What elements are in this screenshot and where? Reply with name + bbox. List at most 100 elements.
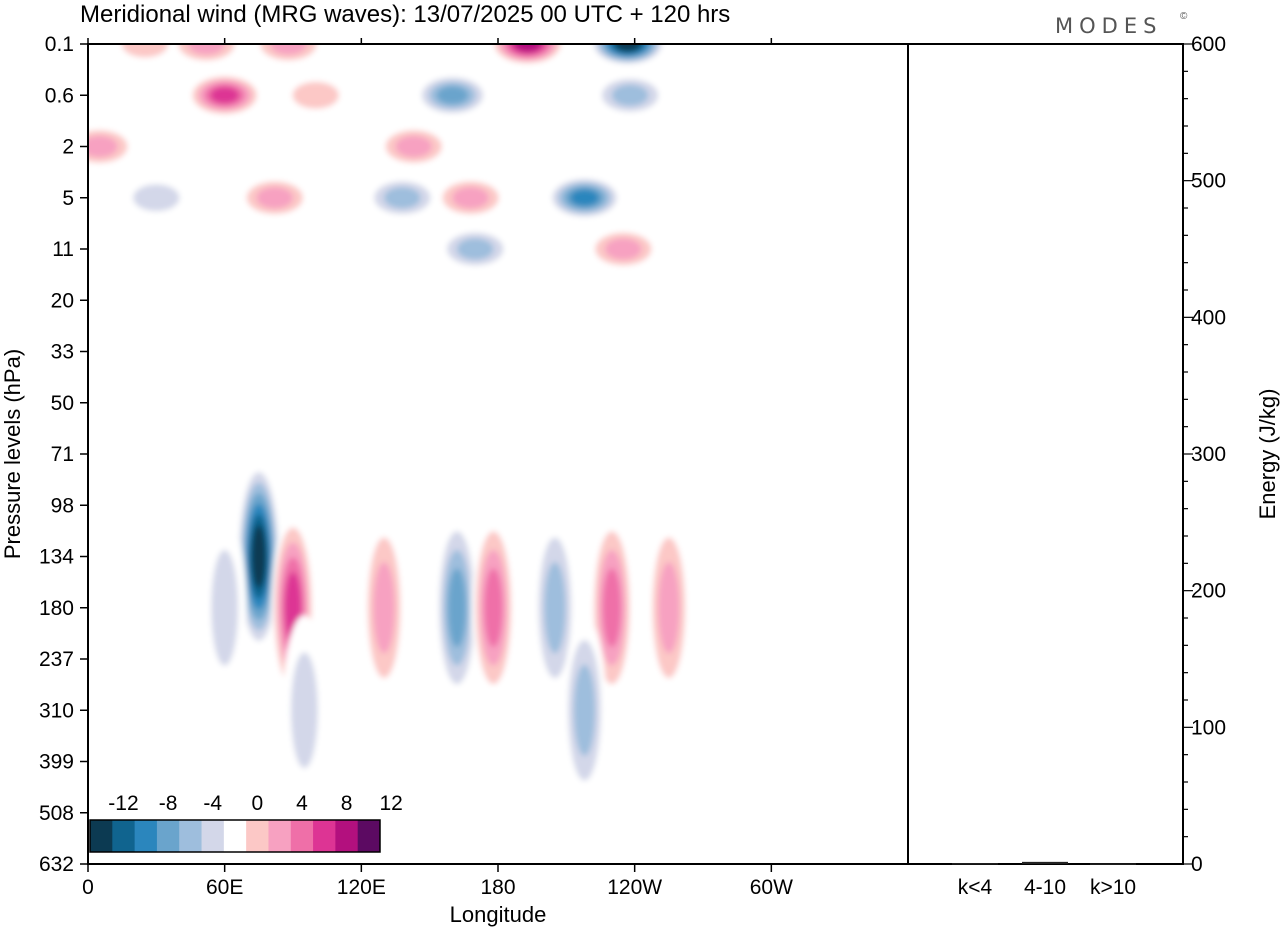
wind-anomaly-blob <box>605 238 642 260</box>
wind-anomaly-blob <box>373 562 395 654</box>
x-tick-label: 180 <box>480 876 515 899</box>
energy-axis: 0 100 200 300 400 500 600 k<4 4-10 k>10 <box>952 33 1226 899</box>
wind-anomaly-blob <box>452 187 489 209</box>
energy-tick-label: 0 <box>1191 853 1203 876</box>
colorbar: -12 -8 -4 0 4 8 12 <box>89 792 403 853</box>
colorbar-swatch <box>268 820 292 852</box>
energy-axis-label: Energy (J/kg) <box>1255 389 1280 520</box>
wind-anomaly-blob <box>570 189 599 207</box>
wind-anomaly-blob <box>436 86 469 105</box>
y-tick-label: 11 <box>52 238 74 261</box>
wind-anomaly-blob <box>188 44 225 55</box>
colorbar-swatch <box>201 820 225 852</box>
y-tick-label: 5 <box>62 187 74 210</box>
wind-anomaly-blob <box>384 187 421 209</box>
y-tick-label: 0.1 <box>45 33 74 56</box>
y-axis-label: Pressure levels (hPa) <box>0 349 25 559</box>
colorbar-swatch <box>357 820 381 852</box>
colorbar-tick-label: 4 <box>296 792 308 815</box>
colorbar-frame <box>89 819 381 853</box>
energy-tick-label: 200 <box>1191 580 1226 603</box>
x-tick-label: 0 <box>82 876 94 899</box>
colorbar-swatch <box>134 820 158 852</box>
colorbar-tick-label: 0 <box>251 792 263 815</box>
wind-anomaly-blob <box>256 187 293 209</box>
colorbar-swatch <box>156 820 180 852</box>
wind-anomaly-blob <box>211 549 239 666</box>
wind-anomaly-blob <box>484 568 503 648</box>
y-tick-label: 33 <box>51 341 74 364</box>
energy-tick-label: 100 <box>1191 716 1226 739</box>
energy-tick-label: 600 <box>1191 33 1226 56</box>
wind-anomaly-blob <box>395 135 432 158</box>
energy-category-label: k>10 <box>1090 876 1136 899</box>
energy-tick-label: 300 <box>1191 443 1226 466</box>
x-tick-label: 60W <box>750 876 793 899</box>
y-tick-label: 237 <box>39 648 74 671</box>
colorbar-tick-label: -12 <box>108 792 138 815</box>
colorbar-tick-label: -8 <box>159 792 178 815</box>
y-tick-label: 399 <box>39 751 74 774</box>
x-axis-label: Longitude <box>450 902 547 927</box>
y-tick-label: 71 <box>51 443 74 466</box>
y-tick-label: 180 <box>39 597 74 620</box>
heatmap-frame <box>87 43 909 865</box>
colorbar-swatch <box>90 820 113 852</box>
wind-anomaly-blob <box>251 525 267 588</box>
wind-anomaly-blob <box>447 568 467 648</box>
x-tick-label: 120E <box>337 876 386 899</box>
colorbar-swatch <box>112 820 136 852</box>
wind-anomaly-blob <box>270 44 307 55</box>
colorbar-swatch <box>246 820 269 852</box>
colorbar-swatch <box>290 820 314 852</box>
wind-anomaly-blob <box>615 44 641 52</box>
colorbar-tick-label: -4 <box>203 792 222 815</box>
longitude-axis: 0 60E 120E 180 120W 60W <box>82 38 793 899</box>
colorbar-swatch <box>179 820 203 852</box>
colorbar-swatch <box>313 820 336 852</box>
x-tick-label: 120W <box>607 876 662 899</box>
y-tick-label: 20 <box>51 289 74 312</box>
pressure-axis: 0.1 0.6 2 5 11 20 33 50 71 98 134 180 237 310 399 508 63… <box>39 33 88 876</box>
wind-anomaly-blob <box>573 664 596 756</box>
energy-category-label: 4-10 <box>1024 876 1066 899</box>
wind-anomaly-blob <box>658 562 680 654</box>
y-tick-label: 508 <box>39 802 74 825</box>
colorbar-tick-label: 8 <box>341 792 353 815</box>
wind-anomaly-blob <box>611 84 649 106</box>
wind-anomaly-blob <box>457 238 494 260</box>
wind-anomaly-blob <box>210 86 239 104</box>
energy-panel-frame <box>907 43 1184 865</box>
y-tick-label: 310 <box>39 699 74 722</box>
energy-tick-label: 500 <box>1191 170 1226 193</box>
modes-logo: MODES <box>1055 14 1162 38</box>
y-tick-label: 0.6 <box>45 84 74 107</box>
energy-bar <box>952 863 998 865</box>
x-tick-label: 60E <box>206 876 243 899</box>
energy-category-label: k<4 <box>958 876 993 899</box>
wind-anomaly-blob <box>88 135 118 158</box>
wind-anomaly-blob <box>544 562 566 654</box>
wind-anomaly-blob <box>145 410 190 601</box>
y-tick-label: 2 <box>62 136 74 159</box>
colorbar-swatch <box>223 820 247 852</box>
heatmap-field <box>88 44 691 806</box>
energy-bar <box>1090 863 1136 865</box>
wind-anomaly-blob <box>133 184 180 212</box>
wind-anomaly-blob <box>121 44 169 58</box>
wind-anomaly-blob <box>290 652 318 769</box>
energy-bar <box>1022 861 1068 864</box>
y-tick-label: 134 <box>39 546 74 569</box>
wind-anomaly-blob <box>514 44 541 52</box>
colorbar-swatch <box>335 820 359 852</box>
chart-title: Meridional wind (MRG waves): 13/07/2025 … <box>80 1 730 28</box>
wind-anomaly-blob <box>602 568 621 648</box>
y-tick-label: 632 <box>39 853 74 876</box>
logo-copyright-mark: © <box>1180 11 1188 22</box>
colorbar-tick-label: 12 <box>379 792 402 815</box>
energy-tick-label: 400 <box>1191 306 1226 329</box>
wind-anomaly-blob <box>292 81 339 109</box>
y-tick-label: 50 <box>51 392 74 415</box>
y-tick-label: 98 <box>51 494 74 517</box>
